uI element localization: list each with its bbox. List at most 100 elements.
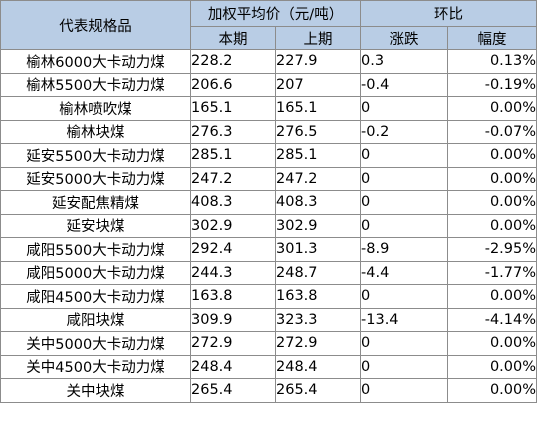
cell-current: 265.4: [190, 378, 276, 403]
cell-current: 165.1: [190, 96, 276, 121]
table-row: 榆林块煤 276.3 276.5 -0.2 -0.07%: [0, 119, 537, 144]
cell-previous: 302.9: [274, 213, 362, 238]
header-pct: 幅度: [447, 26, 537, 50]
cell-current: 247.2: [190, 166, 276, 191]
cell-previous: 323.3: [274, 307, 362, 332]
cell-pct: -4.14%: [447, 307, 537, 332]
cell-spec-name: 榆林5500大卡动力煤: [0, 72, 191, 97]
cell-previous: 248.4: [274, 354, 362, 379]
cell-spec-name: 咸阳5000大卡动力煤: [0, 260, 191, 285]
cell-pct: 0.00%: [447, 284, 537, 309]
cell-change: -13.4: [360, 307, 449, 332]
header-spec: 代表规格品: [0, 0, 191, 50]
header-previous: 上期: [274, 26, 362, 50]
cell-pct: 0.00%: [447, 378, 537, 403]
cell-pct: 0.13%: [447, 49, 537, 74]
table-row: 延安5500大卡动力煤 285.1 285.1 0 0.00%: [0, 143, 537, 168]
header-row-2: 本期 上期 涨跌 幅度: [1, 26, 537, 50]
cell-spec-name: 咸阳块煤: [0, 307, 191, 332]
cell-current: 248.4: [190, 354, 276, 379]
cell-change: -0.4: [360, 72, 449, 97]
cell-change: -0.2: [360, 119, 449, 144]
table-row: 咸阳4500大卡动力煤 163.8 163.8 0 0.00%: [0, 284, 537, 309]
cell-current: 206.6: [190, 72, 276, 97]
cell-change: 0: [360, 213, 449, 238]
cell-previous: 165.1: [274, 96, 362, 121]
cell-spec-name: 咸阳5500大卡动力煤: [0, 237, 191, 262]
cell-spec-name: 关中4500大卡动力煤: [0, 354, 191, 379]
table-body: 榆林6000大卡动力煤 228.2 227.9 0.3 0.13% 榆林5500大卡动力煤…: [0, 49, 537, 403]
table-row: 咸阳块煤 309.9 323.3 -13.4 -4.14%: [0, 307, 537, 332]
table-row: 关中块煤 265.4 265.4 0 0.00%: [0, 378, 537, 403]
table-row: 延安块煤 302.9 302.9 0 0.00%: [0, 213, 537, 238]
cell-pct: -2.95%: [447, 237, 537, 262]
cell-spec-name: 咸阳4500大卡动力煤: [0, 284, 191, 309]
header-change: 涨跌: [360, 26, 449, 50]
cell-pct: -1.77%: [447, 260, 537, 285]
table-row: 延安配焦精煤 408.3 408.3 0 0.00%: [0, 190, 537, 215]
cell-pct: -0.07%: [447, 119, 537, 144]
cell-change: 0: [360, 96, 449, 121]
cell-spec-name: 关中5000大卡动力煤: [0, 331, 191, 356]
table-row: 咸阳5000大卡动力煤 244.3 248.7 -4.4 -1.77%: [0, 260, 537, 285]
price-table: 代表规格品 加权平均价（元/吨） 环比 本期 上期 涨跌 幅度 榆林6000大卡…: [0, 0, 537, 403]
cell-current: 285.1: [190, 143, 276, 168]
cell-previous: 301.3: [274, 237, 362, 262]
cell-spec-name: 榆林块煤: [0, 119, 191, 144]
cell-change: 0: [360, 378, 449, 403]
cell-current: 272.9: [190, 331, 276, 356]
cell-previous: 248.7: [274, 260, 362, 285]
cell-previous: 163.8: [274, 284, 362, 309]
cell-change: 0: [360, 143, 449, 168]
table-header: 代表规格品 加权平均价（元/吨） 环比 本期 上期 涨跌 幅度: [0, 0, 537, 50]
cell-previous: 227.9: [274, 49, 362, 74]
cell-current: 302.9: [190, 213, 276, 238]
cell-pct: -0.19%: [447, 72, 537, 97]
cell-change: 0: [360, 166, 449, 191]
header-price-group: 加权平均价（元/吨）: [189, 0, 362, 27]
cell-spec-name: 榆林6000大卡动力煤: [0, 49, 191, 74]
table-row: 咸阳5500大卡动力煤 292.4 301.3 -8.9 -2.95%: [0, 237, 537, 262]
table-row: 榆林5500大卡动力煤 206.6 207 -0.4 -0.19%: [0, 72, 537, 97]
cell-current: 276.3: [190, 119, 276, 144]
cell-change: 0.3: [360, 49, 449, 74]
header-change-group: 环比: [360, 0, 537, 27]
cell-previous: 408.3: [274, 190, 362, 215]
cell-current: 228.2: [190, 49, 276, 74]
cell-change: 0: [360, 331, 449, 356]
cell-current: 309.9: [190, 307, 276, 332]
cell-pct: 0.00%: [447, 143, 537, 168]
cell-spec-name: 延安块煤: [0, 213, 191, 238]
cell-spec-name: 关中块煤: [0, 378, 191, 403]
table-row: 关中5000大卡动力煤 272.9 272.9 0 0.00%: [0, 331, 537, 356]
cell-previous: 207: [274, 72, 362, 97]
cell-spec-name: 榆林喷吹煤: [0, 96, 191, 121]
table-row: 延安5000大卡动力煤 247.2 247.2 0 0.00%: [0, 166, 537, 191]
cell-current: 244.3: [190, 260, 276, 285]
cell-current: 292.4: [190, 237, 276, 262]
table-row: 榆林6000大卡动力煤 228.2 227.9 0.3 0.13%: [0, 49, 537, 74]
cell-pct: 0.00%: [447, 96, 537, 121]
table-row: 关中4500大卡动力煤 248.4 248.4 0 0.00%: [0, 354, 537, 379]
cell-previous: 276.5: [274, 119, 362, 144]
cell-pct: 0.00%: [447, 354, 537, 379]
table-row: 榆林喷吹煤 165.1 165.1 0 0.00%: [0, 96, 537, 121]
cell-pct: 0.00%: [447, 190, 537, 215]
cell-change: 0: [360, 190, 449, 215]
cell-pct: 0.00%: [447, 213, 537, 238]
cell-previous: 285.1: [274, 143, 362, 168]
cell-previous: 247.2: [274, 166, 362, 191]
cell-previous: 265.4: [274, 378, 362, 403]
cell-current: 163.8: [190, 284, 276, 309]
cell-change: 0: [360, 284, 449, 309]
cell-change: 0: [360, 354, 449, 379]
cell-spec-name: 延安配焦精煤: [0, 190, 191, 215]
header-current: 本期: [190, 26, 276, 50]
cell-spec-name: 延安5000大卡动力煤: [0, 166, 191, 191]
cell-previous: 272.9: [274, 331, 362, 356]
cell-change: -8.9: [360, 237, 449, 262]
cell-pct: 0.00%: [447, 166, 537, 191]
cell-spec-name: 延安5500大卡动力煤: [0, 143, 191, 168]
cell-pct: 0.00%: [447, 331, 537, 356]
header-row-1: 代表规格品 加权平均价（元/吨） 环比: [0, 0, 537, 50]
